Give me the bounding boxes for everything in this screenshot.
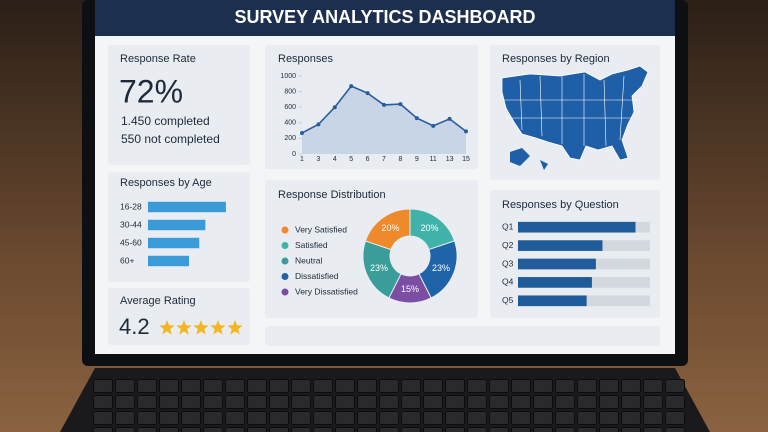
panel-title: Average Rating — [120, 295, 196, 307]
legend-label: Dissatisfied — [295, 271, 339, 281]
panel-title: Response Rate — [120, 53, 196, 65]
legend-label: Very Dissatisfied — [295, 286, 358, 296]
legend-swatch — [281, 226, 289, 234]
category-label: 60+ — [120, 255, 134, 265]
legend-label: Very Satisfied — [295, 224, 347, 234]
legend-swatch — [281, 273, 289, 280]
bar — [518, 240, 603, 251]
category-label: 45-60 — [120, 237, 142, 247]
panel-title: Responses by Question — [502, 199, 619, 211]
point — [349, 84, 354, 89]
point — [398, 102, 403, 107]
dashboard-title: SURVEY ANALYTICS DASHBOARD — [234, 7, 535, 27]
point — [464, 129, 468, 134]
us-map — [501, 65, 649, 161]
map-borders — [502, 74, 640, 147]
x-tick-label: 9 — [415, 156, 419, 163]
point — [447, 116, 452, 121]
bar — [148, 255, 189, 267]
map-islands — [510, 148, 548, 170]
x-tick-label: 11 — [430, 156, 437, 163]
point — [316, 122, 321, 127]
star — [159, 320, 175, 335]
point — [332, 105, 337, 110]
bar — [148, 201, 226, 213]
legend-swatch — [281, 242, 289, 249]
y-tick-label: 600 — [284, 104, 296, 111]
legend-swatch — [281, 257, 289, 265]
x-tick-label: 15 — [462, 156, 470, 163]
x-tick-label: 5 — [349, 156, 353, 163]
panel-title: Responses — [278, 53, 334, 65]
keyboard — [92, 378, 686, 432]
donut-slice — [364, 208, 411, 251]
slice-label: 15% — [401, 284, 419, 294]
x-tick-label: 1 — [300, 156, 304, 163]
bar — [518, 221, 636, 233]
kpi-value: 72% — [119, 73, 183, 109]
x-tick-label: 6 — [366, 156, 370, 163]
bar — [518, 295, 587, 307]
category-label: Q3 — [502, 258, 514, 268]
panel-title: Responses by Age — [120, 177, 212, 189]
x-tick-label: 13 — [446, 156, 454, 163]
slice-label: 23% — [370, 263, 388, 273]
x-tick-label: 8 — [398, 156, 402, 163]
star — [227, 320, 243, 335]
point — [414, 116, 419, 121]
x-tick-label: 7 — [382, 156, 386, 163]
bar — [148, 237, 200, 249]
legend-swatch — [281, 288, 289, 296]
star — [176, 320, 192, 335]
kpi-detail: 1.450 completed — [121, 114, 210, 128]
slice-label: 20% — [381, 223, 399, 233]
y-tick-label: 1000 — [280, 73, 296, 80]
y-tick-label: 200 — [284, 135, 296, 142]
slice-label: 20% — [421, 223, 439, 233]
panel-title: Responses by Region — [502, 53, 610, 65]
y-tick-label: 800 — [284, 88, 296, 95]
line-area — [302, 86, 466, 154]
category-label: 16-28 — [120, 201, 142, 211]
category-label: Q5 — [502, 295, 514, 305]
star — [210, 320, 226, 335]
y-tick-label: 400 — [284, 120, 296, 127]
panel — [108, 45, 250, 165]
panel — [265, 326, 660, 346]
slice-label: 23% — [432, 263, 450, 273]
category-label: 30-44 — [120, 219, 142, 229]
bar — [518, 277, 592, 288]
bar — [148, 219, 206, 231]
legend-label: Neutral — [295, 255, 323, 265]
point — [431, 123, 436, 128]
category-label: Q2 — [502, 240, 514, 250]
kpi-detail: 550 not completed — [121, 132, 220, 146]
bar — [518, 258, 596, 270]
point — [300, 130, 304, 135]
rating-value: 4.2 — [119, 314, 150, 339]
header-bar — [95, 0, 675, 36]
star — [193, 320, 209, 335]
point — [365, 91, 370, 96]
y-tick-label: 0 — [292, 151, 296, 158]
category-label: Q1 — [502, 221, 514, 231]
x-tick-label: 3 — [316, 156, 320, 163]
x-tick-label: 4 — [333, 156, 337, 163]
legend-label: Satisfied — [295, 240, 328, 250]
point — [382, 102, 386, 107]
panel-title: Response Distribution — [278, 189, 386, 201]
category-label: Q4 — [502, 277, 514, 287]
